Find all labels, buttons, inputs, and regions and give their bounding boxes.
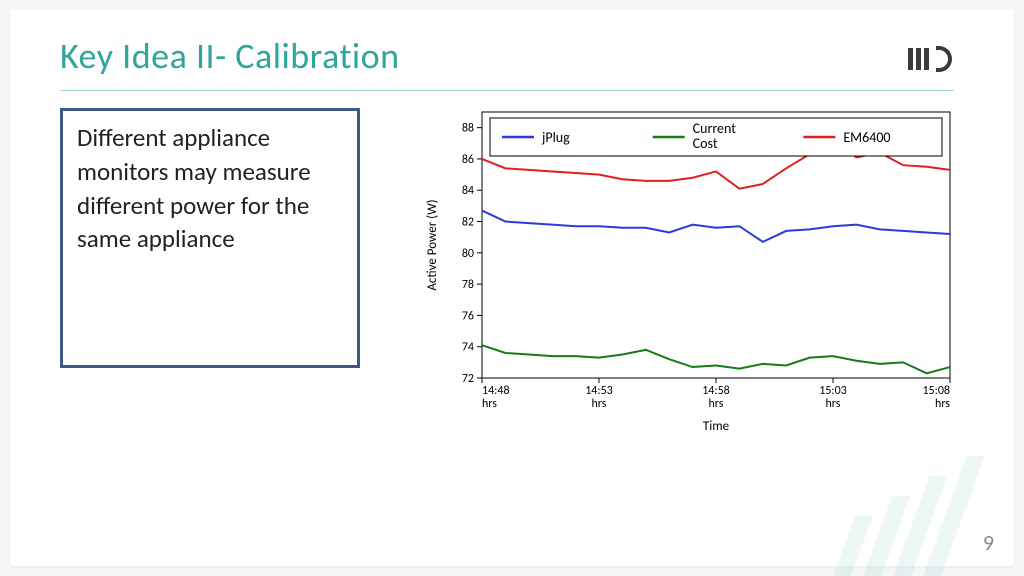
svg-text:15:08: 15:08 [922, 384, 950, 398]
slide: Key Idea II- Calibration Different appli… [10, 10, 1014, 566]
svg-text:14:53: 14:53 [585, 384, 613, 398]
svg-text:Active Power (W): Active Power (W) [425, 199, 440, 290]
svg-text:84: 84 [462, 184, 474, 198]
svg-text:14:48: 14:48 [482, 384, 510, 398]
svg-text:82: 82 [462, 216, 474, 230]
svg-text:86: 86 [462, 153, 474, 167]
description-box: Different appliance monitors may measure… [60, 108, 360, 368]
background-decoration [834, 436, 1024, 576]
svg-text:76: 76 [462, 309, 474, 323]
svg-text:hrs: hrs [709, 397, 724, 411]
svg-text:jPlug: jPlug [541, 129, 570, 146]
svg-text:72: 72 [462, 372, 474, 386]
svg-text:74: 74 [462, 341, 474, 355]
svg-text:Cost: Cost [693, 135, 718, 152]
svg-text:88: 88 [462, 122, 474, 136]
svg-text:80: 80 [462, 247, 474, 261]
title-underline [60, 90, 954, 91]
svg-text:hrs: hrs [826, 397, 841, 411]
svg-text:78: 78 [462, 278, 474, 292]
svg-text:14:58: 14:58 [702, 384, 730, 398]
svg-text:hrs: hrs [482, 397, 497, 411]
page-number: 9 [983, 529, 994, 556]
power-chart: 72747678808284868814:48hrs14:53hrs14:58h… [420, 104, 960, 434]
svg-text:Time: Time [703, 419, 729, 434]
slide-title: Key Idea II- Calibration [60, 34, 400, 78]
svg-text:hrs: hrs [592, 397, 607, 411]
svg-text:15:03: 15:03 [819, 384, 847, 398]
svg-text:hrs: hrs [935, 397, 950, 411]
svg-text:EM6400: EM6400 [843, 129, 890, 146]
iiitd-logo [908, 48, 950, 70]
